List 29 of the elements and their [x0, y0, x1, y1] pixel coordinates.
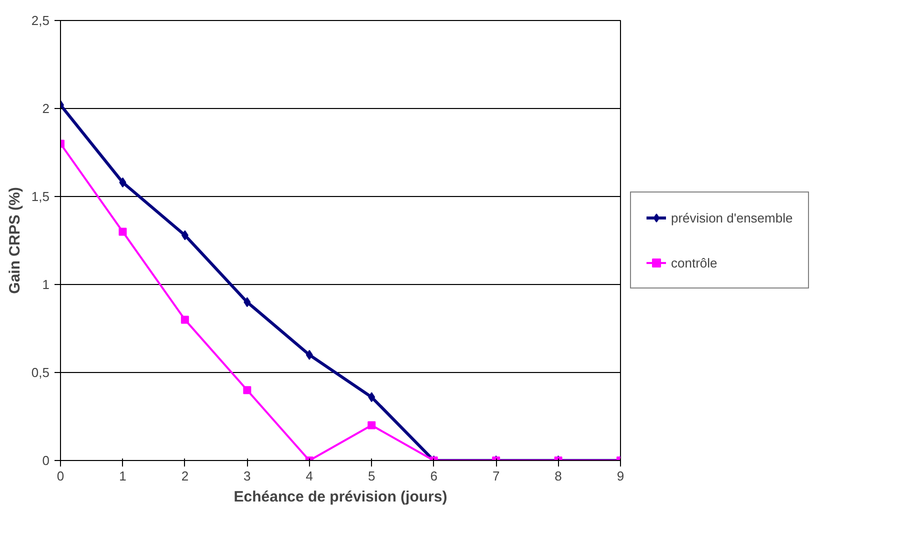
point [118, 228, 127, 236]
legend-label: contrôle [671, 255, 718, 270]
x-tick-label: 3 [244, 468, 251, 484]
x-axis-title: Echéance de prévision (jours) [234, 488, 448, 506]
x-tick-label: 2 [181, 468, 189, 484]
point [243, 386, 252, 394]
x-tick-label: 9 [616, 468, 624, 484]
x-tick-label: 7 [492, 468, 500, 484]
y-tick-label: 2 [42, 101, 50, 116]
point [368, 392, 376, 402]
point [244, 297, 251, 308]
x-tick-label: 0 [56, 468, 64, 484]
y-tick-label: 0,5 [31, 365, 50, 380]
x-tick-label: 5 [368, 468, 376, 484]
x-tick-label: 1 [119, 468, 126, 484]
point [181, 230, 188, 240]
y-tick-label: 0 [42, 453, 50, 468]
y-tick-label: 1,5 [31, 189, 50, 204]
y-tick-label: 1 [42, 277, 50, 292]
point [306, 350, 313, 360]
x-tick-label: 4 [306, 468, 314, 484]
y-axis-title: Gain CRPS (%) [6, 187, 24, 294]
legend-label: prévision d'ensemble [671, 210, 793, 225]
x-tick-label: 8 [554, 468, 562, 484]
point [368, 421, 376, 430]
point [119, 177, 126, 188]
x-tick-label: 6 [430, 468, 438, 484]
y-tick-label: 2,5 [31, 13, 50, 28]
point [180, 316, 189, 324]
